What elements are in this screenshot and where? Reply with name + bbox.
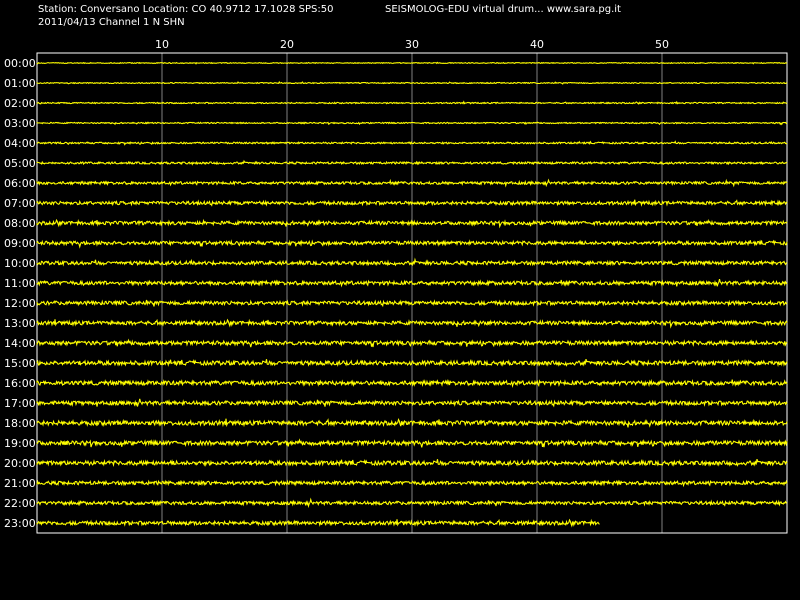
seismic-trace-row [36, 278, 788, 288]
hour-label: 06:00 [4, 177, 36, 190]
hour-label: 13:00 [4, 317, 36, 330]
seismic-trace-row [36, 398, 788, 408]
seismic-trace-row [36, 299, 788, 308]
seismic-trace-row [36, 378, 788, 389]
hour-label: 03:00 [4, 117, 36, 130]
seismic-trace-row [36, 518, 600, 528]
x-tick-label: 10 [155, 38, 169, 51]
hour-label: 16:00 [4, 377, 36, 390]
hour-label: 11:00 [4, 277, 36, 290]
hour-label: 09:00 [4, 237, 36, 250]
x-tick-label: 50 [655, 38, 669, 51]
x-tick-label: 30 [405, 38, 419, 51]
seismic-traces [36, 61, 788, 528]
seismic-trace-row [36, 318, 788, 329]
hour-label: 07:00 [4, 197, 36, 210]
hour-label: 14:00 [4, 337, 36, 350]
hour-label: 21:00 [4, 477, 36, 490]
hour-label: 10:00 [4, 257, 36, 270]
seismic-trace-row [36, 61, 788, 65]
hour-label: 01:00 [4, 77, 36, 90]
hour-label: 20:00 [4, 457, 36, 470]
hour-label: 02:00 [4, 97, 36, 110]
seismic-trace-row [36, 438, 788, 448]
x-tick-label: 40 [530, 38, 544, 51]
seismic-trace-row [36, 218, 788, 229]
seismic-trace-row [36, 121, 788, 126]
hour-label: 15:00 [4, 357, 36, 370]
hour-label: 23:00 [4, 517, 36, 530]
hour-label: 04:00 [4, 137, 36, 150]
hour-label: 08:00 [4, 217, 36, 230]
seismic-trace-row [36, 100, 788, 105]
seismic-trace-row [36, 140, 788, 146]
x-tick-labels: 10 20 30 40 50 [155, 38, 669, 51]
seismic-trace-row [36, 159, 788, 166]
hour-label: 19:00 [4, 437, 36, 450]
seismic-trace-row [36, 479, 788, 488]
station-info: Station: Conversano Location: CO 40.9712… [38, 4, 334, 15]
seismic-trace-row [36, 458, 788, 468]
x-tick-label: 20 [280, 38, 294, 51]
seismic-trace-row [36, 80, 788, 85]
hour-label: 12:00 [4, 297, 36, 310]
seismic-trace-row [36, 199, 788, 207]
seismic-trace-row [36, 338, 788, 348]
seismic-trace-row [36, 358, 788, 367]
seismic-trace-row [36, 257, 788, 267]
seismic-trace-row [36, 497, 788, 509]
hour-label: 22:00 [4, 497, 36, 510]
hour-label: 00:00 [4, 57, 36, 70]
seismic-trace-row [36, 239, 788, 249]
hour-labels: 00:00 01:00 02:00 03:00 04:00 05:00 06:00 07:00… [4, 57, 36, 530]
hour-label: 17:00 [4, 397, 36, 410]
seismic-trace-row [36, 417, 788, 428]
grid-layer [161, 53, 663, 533]
hour-label: 05:00 [4, 157, 36, 170]
brand-info: SEISMOLOG-EDU virtual drum... www.sara.p… [385, 4, 621, 15]
seismic-trace-row [36, 178, 788, 188]
hour-label: 18:00 [4, 417, 36, 430]
date-channel-info: 2011/04/13 Channel 1 N SHN [38, 17, 185, 28]
